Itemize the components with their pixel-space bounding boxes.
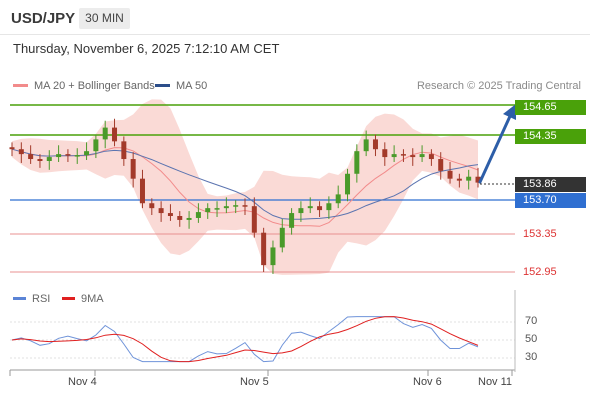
rsi-ma-legend-swatch bbox=[62, 296, 75, 300]
candle-body bbox=[335, 194, 341, 204]
candle-body bbox=[298, 208, 304, 214]
rsi-ma-legend-label: 9MA bbox=[81, 293, 104, 305]
candle-body bbox=[74, 155, 80, 157]
rsi-ma-legend-item[interactable]: 9MA bbox=[62, 293, 104, 305]
candle-body bbox=[93, 139, 99, 152]
rsi-legend-swatch bbox=[13, 296, 26, 300]
candle-body bbox=[121, 141, 127, 160]
x-label-nov4: Nov 4 bbox=[68, 376, 97, 388]
forecast-arrow-head bbox=[503, 104, 516, 120]
candle-body bbox=[102, 127, 108, 140]
candle-body bbox=[65, 154, 71, 156]
candle-body bbox=[233, 205, 239, 207]
candle-body bbox=[410, 155, 416, 158]
rsi-legend-item[interactable]: RSI bbox=[13, 293, 50, 305]
timestamp: Thursday, November 6, 2025 7:12:10 AM CE… bbox=[13, 41, 280, 56]
rsi-tick-30: 30 bbox=[525, 351, 538, 363]
ma50-line bbox=[11, 148, 479, 220]
candle-body bbox=[289, 213, 295, 228]
symbol-title: USD/JPY bbox=[11, 10, 76, 27]
candle-body bbox=[466, 176, 472, 181]
candle-body bbox=[475, 176, 481, 183]
candle-body bbox=[37, 159, 43, 161]
candle-body bbox=[205, 208, 211, 213]
candle-body bbox=[354, 151, 360, 174]
candle-body bbox=[363, 139, 369, 152]
pivot-tag: 153.70 bbox=[515, 193, 586, 208]
bollinger-band bbox=[12, 99, 478, 275]
forecast-arrow-shaft bbox=[478, 112, 513, 184]
x-label-nov5: Nov 5 bbox=[240, 376, 269, 388]
timeframe-button[interactable]: 30 MIN bbox=[79, 8, 130, 29]
candle-body bbox=[270, 247, 276, 266]
rsi-tick-50: 50 bbox=[525, 333, 538, 345]
candle-body bbox=[84, 151, 90, 156]
candle-body bbox=[326, 203, 332, 211]
credit-text: Research © 2025 Trading Central bbox=[416, 80, 581, 92]
candle-body bbox=[139, 178, 145, 204]
candle-body bbox=[382, 149, 388, 158]
support-2-tag: 152.95 bbox=[523, 266, 557, 278]
candle-body bbox=[46, 157, 52, 161]
candle-body bbox=[251, 206, 257, 233]
candle-body bbox=[186, 217, 192, 220]
candle-body bbox=[177, 216, 183, 220]
legend-item-ma50[interactable]: MA 50 bbox=[155, 80, 207, 92]
legend-swatch-bollinger bbox=[13, 83, 28, 87]
candle-body bbox=[28, 154, 34, 160]
candle-body bbox=[18, 149, 24, 155]
candle-body bbox=[149, 203, 155, 209]
candle-body bbox=[419, 154, 425, 158]
resistance-2-tag: 154.65 bbox=[515, 100, 586, 115]
candle-body bbox=[279, 227, 285, 248]
candle-body bbox=[9, 147, 15, 150]
candle-body bbox=[307, 206, 313, 209]
candle-body bbox=[456, 178, 462, 181]
rsi-ma-line bbox=[11, 316, 479, 363]
x-label-nov6: Nov 6 bbox=[413, 376, 442, 388]
candle-body bbox=[195, 212, 201, 218]
rsi-line bbox=[11, 316, 479, 363]
support-1-tag: 153.35 bbox=[523, 228, 557, 240]
candle-body bbox=[400, 154, 406, 156]
candle-body bbox=[372, 139, 378, 150]
candle-body bbox=[130, 159, 136, 179]
candle-body bbox=[447, 170, 453, 179]
candle-body bbox=[56, 154, 62, 158]
candle-body bbox=[214, 208, 220, 210]
candle-body bbox=[242, 205, 248, 207]
rsi-legend-label: RSI bbox=[32, 293, 51, 305]
legend-item-bollinger[interactable]: MA 20 + Bollinger Bands bbox=[13, 80, 155, 92]
candle-body bbox=[428, 154, 434, 160]
current-price-tag: 153.86 bbox=[515, 177, 586, 192]
legend-label-bollinger: MA 20 + Bollinger Bands bbox=[34, 80, 155, 92]
resistance-1-tag: 154.35 bbox=[515, 129, 586, 144]
candle-body bbox=[112, 127, 118, 142]
chart-header: USD/JPY 30 MIN bbox=[0, 0, 590, 36]
candle-body bbox=[438, 159, 444, 171]
candle-body bbox=[223, 206, 229, 209]
candle-body bbox=[345, 173, 351, 195]
candle-body bbox=[317, 206, 323, 211]
legend-label-ma50: MA 50 bbox=[176, 80, 208, 92]
rsi-tick-70: 70 bbox=[525, 315, 538, 327]
legend-swatch-ma50 bbox=[155, 83, 170, 87]
candle-body bbox=[167, 213, 173, 217]
header-divider bbox=[0, 34, 590, 35]
x-label-nov11: Nov 11 bbox=[478, 376, 513, 388]
candle-body bbox=[391, 154, 397, 158]
candle-body bbox=[261, 232, 267, 266]
candle-body bbox=[158, 208, 164, 214]
